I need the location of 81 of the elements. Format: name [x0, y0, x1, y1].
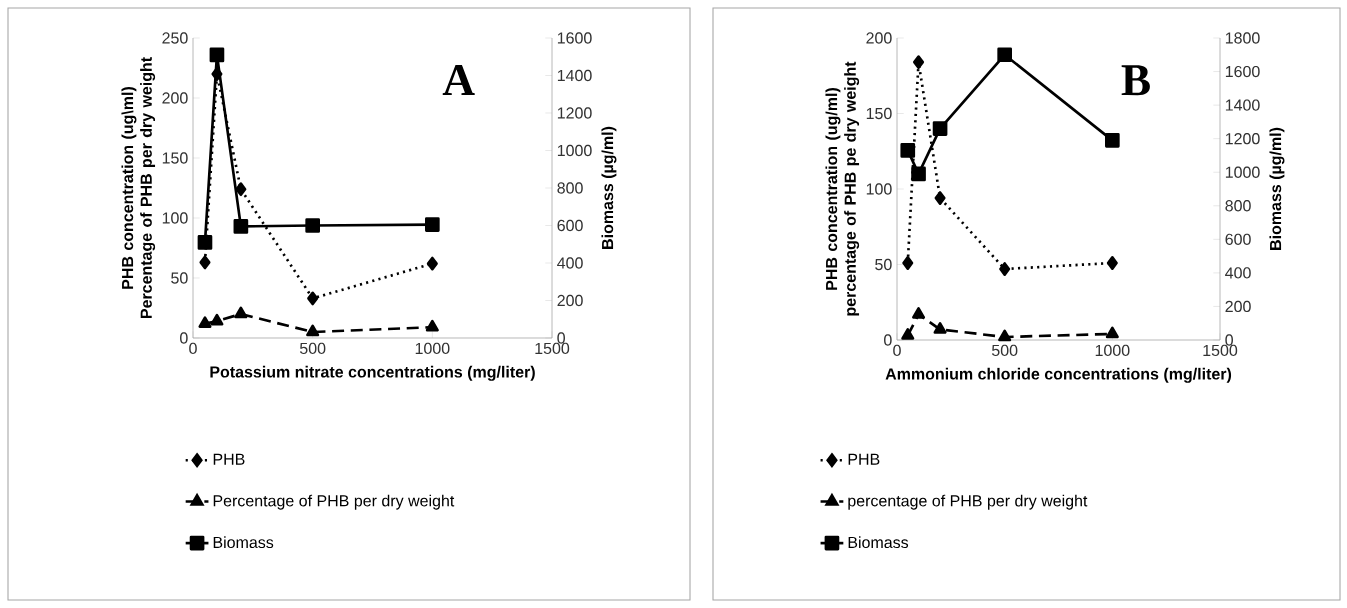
x-tick-label: 1000: [415, 342, 450, 355]
point: [233, 219, 249, 234]
point: [912, 306, 926, 319]
legend-label: Percentage of PHB per dry weight: [213, 494, 455, 510]
point: [902, 256, 914, 270]
x-tick-label: 500: [991, 344, 1018, 357]
point: [901, 328, 915, 340]
y-tick-label: 150: [162, 152, 188, 164]
y-tick-label: 200: [866, 32, 892, 44]
y-tick-label: 50: [171, 272, 188, 284]
y2-tick-label: 1800: [1225, 32, 1260, 44]
point: [235, 182, 247, 197]
annotation: A: [442, 65, 475, 95]
y-axis-title: PHB concentration (ug\ml) Percentage of PHB per dry weight: [121, 57, 156, 319]
legend-label: percentage of PHB per dry weight: [848, 494, 1088, 510]
y2-tick-label: 1400: [1225, 99, 1260, 111]
y-tick-label: 100: [162, 212, 188, 224]
y2-tick-label: 1400: [557, 69, 592, 82]
point: [999, 262, 1011, 276]
x-axis-title: Ammonium chloride concentrations (mg/liter): [885, 367, 1232, 383]
point: [197, 235, 213, 250]
x-tick-label: 0: [189, 342, 197, 355]
x-tick-label: 1000: [1095, 344, 1130, 357]
point: [198, 316, 212, 328]
legend-label: Biomass: [848, 536, 909, 549]
point: [1106, 256, 1118, 270]
point: [209, 47, 225, 63]
point: [1105, 133, 1120, 148]
point: [900, 143, 916, 158]
point: [933, 322, 947, 334]
y2-tick-label: 0: [557, 332, 565, 344]
y2-tick-label: 1000: [557, 144, 592, 157]
y-tick-label: 50: [875, 258, 892, 271]
point: [307, 291, 319, 306]
y2-axis-title: Biomass (µg/ml): [601, 126, 617, 249]
y2-tick-label: 0: [1225, 334, 1233, 346]
y2-tick-label: 1000: [1225, 166, 1260, 178]
y2-tick-label: 800: [557, 182, 583, 194]
point: [934, 191, 946, 205]
point: [306, 324, 320, 337]
y-tick-label: 250: [162, 32, 188, 44]
point: [997, 47, 1013, 63]
y2-tick-label: 800: [1225, 200, 1251, 212]
y2-tick-label: 1600: [1225, 65, 1260, 78]
y-tick-label: 100: [866, 183, 892, 195]
point: [305, 218, 321, 233]
legend-label: Biomass: [213, 536, 274, 549]
y-tick-label: 150: [866, 107, 892, 120]
y2-tick-label: 200: [557, 294, 583, 307]
point: [998, 329, 1012, 342]
y2-tick-label: 1200: [1225, 133, 1260, 145]
y-tick-label: 200: [162, 92, 188, 104]
legend-label: PHB: [848, 453, 880, 465]
y2-tick-label: 600: [1225, 233, 1251, 245]
point: [1105, 326, 1119, 339]
y-axis-title: PHB concentration (ug/ml) percentage of PHB pe dry weight: [825, 61, 860, 316]
annotation: B: [1121, 65, 1150, 96]
point: [425, 217, 440, 232]
point: [913, 55, 925, 70]
legend-label: PHB: [213, 453, 245, 465]
y2-tick-label: 1600: [557, 32, 592, 44]
point: [210, 313, 224, 326]
y2-tick-label: 200: [1225, 300, 1251, 313]
point: [426, 256, 438, 271]
x-tick-label: 500: [299, 342, 326, 355]
x-tick-label: 1500: [1203, 344, 1238, 357]
y2-tick-label: 1200: [557, 107, 592, 119]
point: [234, 306, 248, 319]
point: [932, 121, 948, 136]
y2-tick-label: 400: [557, 257, 583, 269]
point: [425, 319, 439, 332]
y2-tick-label: 400: [1225, 267, 1251, 279]
y2-tick-label: 600: [557, 219, 583, 232]
y-tick-label: 0: [180, 332, 188, 344]
x-tick-label: 1500: [535, 342, 570, 355]
y2-axis-title: Biomass (µg/ml): [1269, 127, 1285, 250]
x-tick-label: 0: [893, 344, 901, 357]
x-axis-title: Potassium nitrate concentrations (mg/liter): [210, 365, 535, 381]
point: [199, 255, 211, 270]
y-tick-label: 0: [884, 334, 892, 346]
point: [911, 166, 926, 182]
